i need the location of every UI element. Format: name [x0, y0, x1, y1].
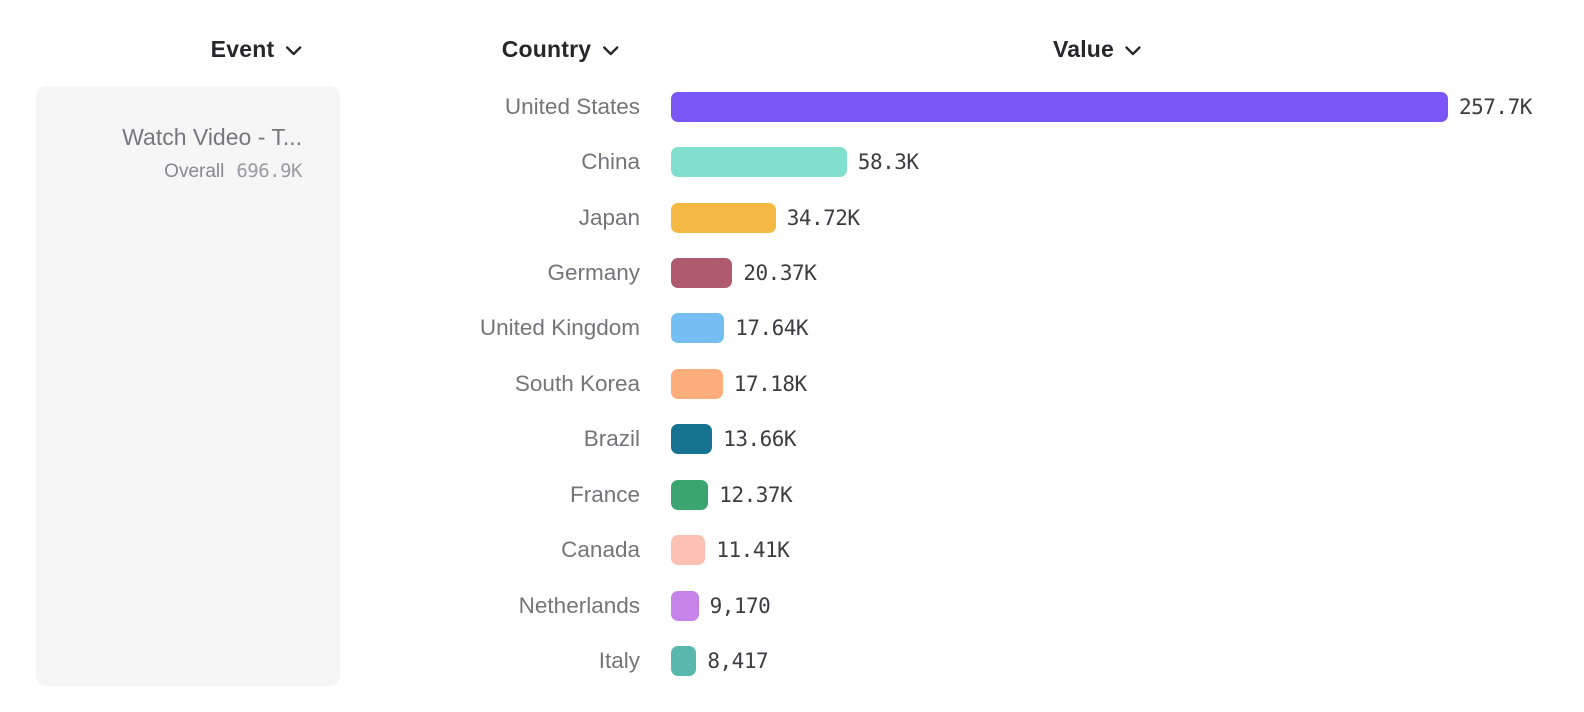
- value-label: 58.3K: [857, 150, 919, 175]
- value-bar[interactable]: [671, 646, 697, 677]
- country-label: United Kingdom: [479, 315, 640, 341]
- value-bar[interactable]: [671, 91, 1448, 122]
- value-bar[interactable]: [671, 147, 847, 178]
- country-label: South Korea: [514, 370, 640, 396]
- country-label: Japan: [578, 204, 640, 230]
- event-column-label: Event: [210, 35, 275, 62]
- value-label: 17.64K: [735, 316, 809, 341]
- value-label: 20.37K: [743, 261, 817, 286]
- country-label: Canada: [561, 537, 640, 563]
- value-bar[interactable]: [671, 590, 699, 621]
- value-label: 13.66K: [723, 427, 797, 452]
- value-label: 11.41K: [716, 538, 790, 563]
- chart-row: China 58.3K: [0, 134, 1584, 189]
- value-bar[interactable]: [671, 202, 776, 233]
- value-label: 9,170: [709, 593, 771, 618]
- value-bar[interactable]: [671, 258, 733, 289]
- event-column-header[interactable]: Event: [211, 34, 302, 64]
- value-label: 17.18K: [733, 371, 807, 396]
- country-column-label: Country: [501, 35, 592, 62]
- event-card[interactable]: Watch Video - T... Overall 696.9K: [36, 86, 340, 686]
- country-label: United States: [504, 93, 640, 119]
- country-label: China: [581, 149, 640, 175]
- chart-row: United Kingdom 17.64K: [0, 301, 1584, 356]
- event-name: Watch Video - T...: [122, 124, 302, 150]
- event-overall-row: Overall 696.9K: [56, 160, 302, 183]
- chart-row: Germany 20.37K: [0, 245, 1584, 300]
- country-label: Brazil: [583, 426, 640, 452]
- chart-row: Canada 11.41K: [0, 523, 1584, 578]
- country-label: Italy: [598, 648, 640, 674]
- chevron-down-icon: [1125, 43, 1141, 56]
- value-bar[interactable]: [671, 368, 723, 399]
- country-label: Netherlands: [518, 592, 640, 618]
- value-column-header[interactable]: Value: [1053, 34, 1141, 64]
- value-label: 8,417: [707, 649, 769, 674]
- value-bar[interactable]: [671, 424, 713, 455]
- chevron-down-icon: [285, 43, 301, 56]
- country-column-header[interactable]: Country: [502, 34, 619, 64]
- overall-label: Overall: [164, 161, 225, 182]
- bar-chart: United States 257.7K China 58.3K Japan 34.72K…: [0, 79, 1584, 689]
- value-bar[interactable]: [671, 535, 706, 566]
- value-bar[interactable]: [671, 479, 709, 510]
- country-label: Germany: [547, 260, 640, 286]
- chart-row: Brazil 13.66K: [0, 412, 1584, 467]
- value-bar[interactable]: [671, 313, 725, 344]
- chart-row: France 12.37K: [0, 467, 1584, 522]
- chart-row: Italy 8,417: [0, 633, 1584, 688]
- chevron-down-icon: [602, 43, 618, 56]
- chart-row: South Korea 17.18K: [0, 356, 1584, 411]
- chart-row: Japan 34.72K: [0, 190, 1584, 245]
- chart-row: United States 257.7K: [0, 79, 1584, 134]
- value-label: 34.72K: [786, 205, 860, 230]
- value-label: 257.7K: [1459, 94, 1532, 119]
- value-label: 12.37K: [719, 482, 793, 507]
- country-label: France: [569, 481, 640, 507]
- chart-row: Netherlands 9,170: [0, 578, 1584, 633]
- value-column-label: Value: [1052, 35, 1115, 62]
- overall-value: 696.9K: [236, 160, 302, 182]
